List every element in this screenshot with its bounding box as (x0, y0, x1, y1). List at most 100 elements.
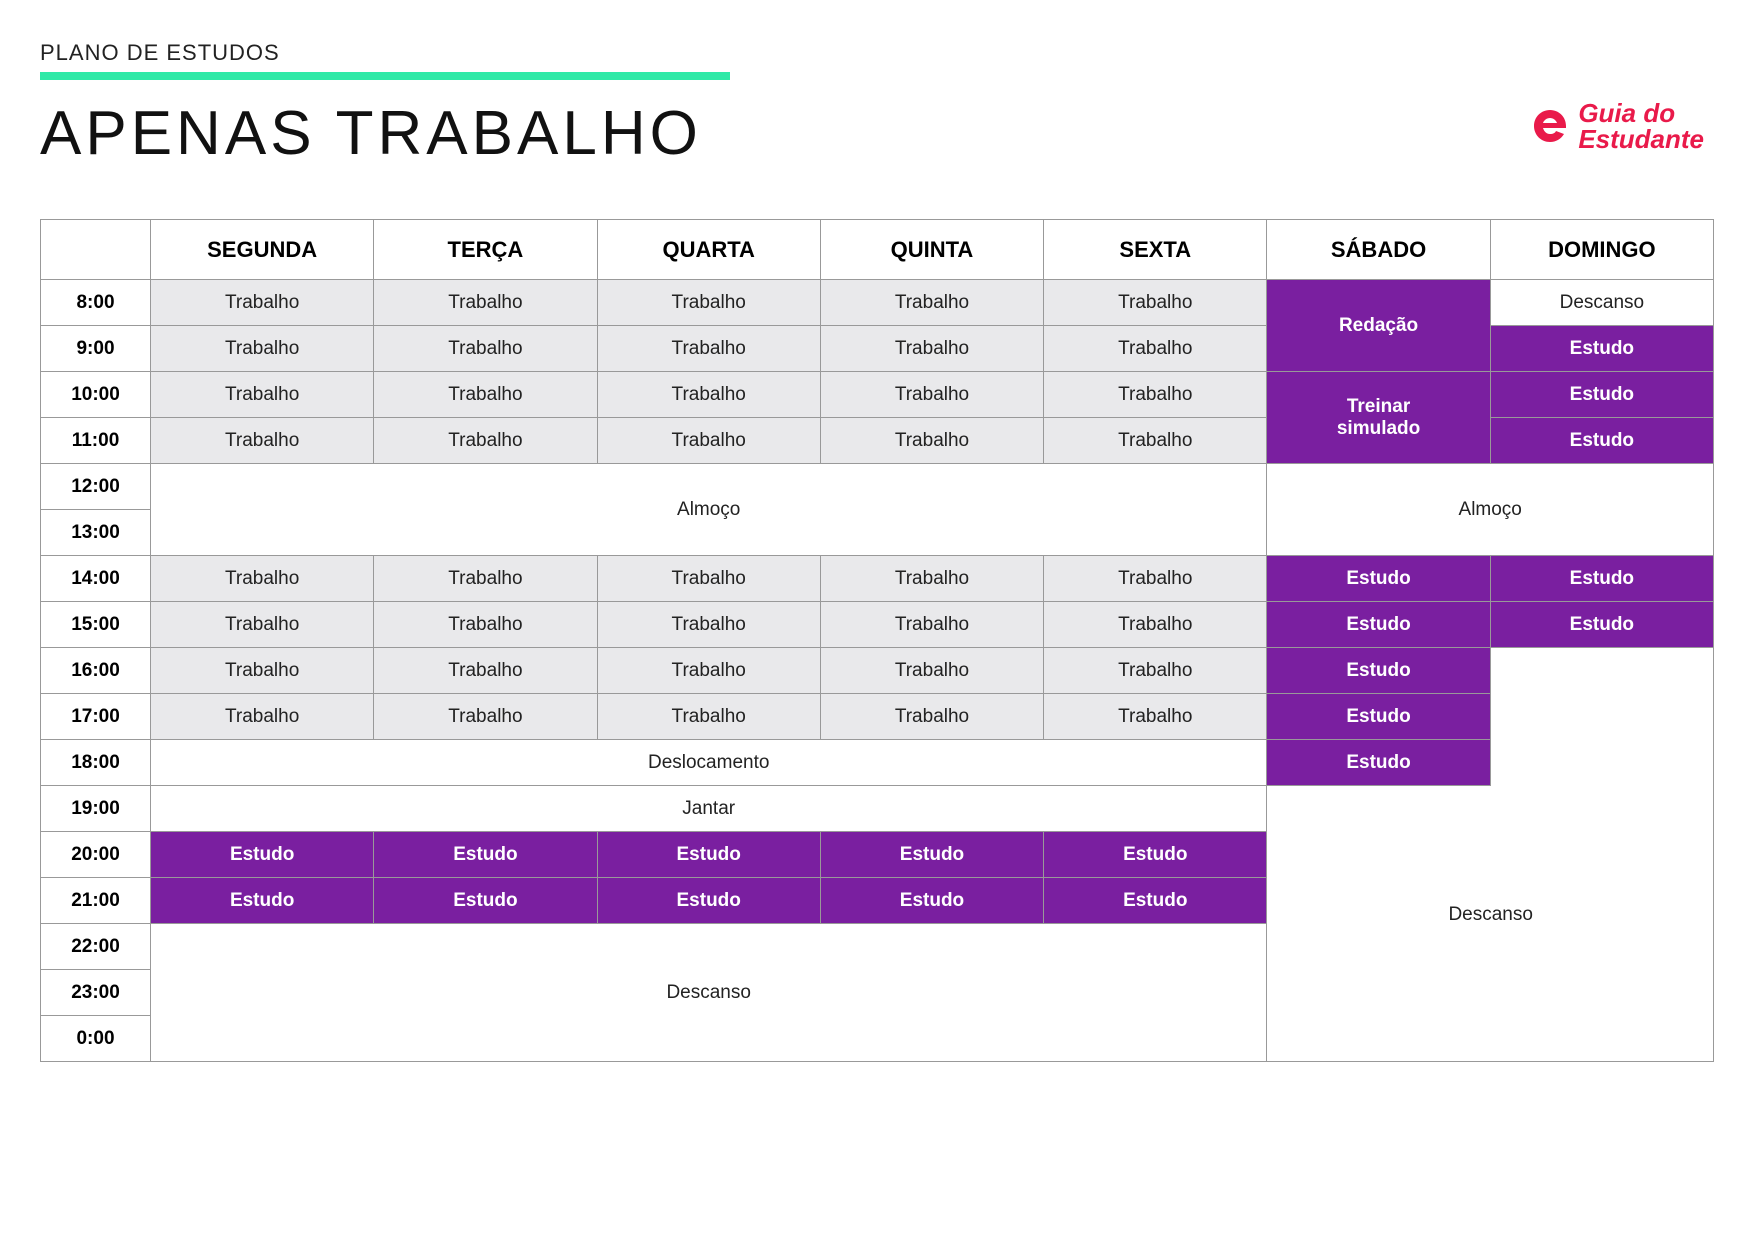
cell-trabalho: Trabalho (820, 556, 1043, 602)
cell-estudo: Estudo (1490, 602, 1713, 648)
header: PLANO DE ESTUDOS APENAS TRABALHO Guia do… (40, 40, 1714, 169)
logo-text-line1: Guia do (1578, 100, 1704, 126)
cell-trabalho: Trabalho (597, 602, 820, 648)
cell-redacao: Redação (1267, 280, 1490, 372)
time-cell: 12:00 (41, 464, 151, 510)
day-header: TERÇA (374, 220, 597, 280)
page-title: APENAS TRABALHO (40, 98, 1530, 169)
cell-trabalho: Trabalho (374, 648, 597, 694)
cell-estudo: Estudo (1490, 326, 1713, 372)
cell-trabalho: Trabalho (597, 556, 820, 602)
cell-trabalho: Trabalho (1044, 648, 1267, 694)
cell-estudo: Estudo (1267, 556, 1490, 602)
day-header: DOMINGO (1490, 220, 1713, 280)
cell-trabalho: Trabalho (597, 372, 820, 418)
time-cell: 10:00 (41, 372, 151, 418)
cell-almoco: Almoço (151, 464, 1267, 556)
cell-estudo: Estudo (820, 832, 1043, 878)
cell-trabalho: Trabalho (597, 280, 820, 326)
cell-trabalho: Trabalho (597, 648, 820, 694)
cell-trabalho: Trabalho (597, 326, 820, 372)
time-cell: 16:00 (41, 648, 151, 694)
time-cell: 0:00 (41, 1016, 151, 1062)
cell-trabalho: Trabalho (1044, 694, 1267, 740)
time-cell: 13:00 (41, 510, 151, 556)
cell-trabalho: Trabalho (151, 372, 374, 418)
cell-jantar: Jantar (151, 786, 1267, 832)
cell-estudo: Estudo (1490, 372, 1713, 418)
cell-estudo: Estudo (151, 832, 374, 878)
cell-descanso-big: Descanso (1490, 648, 1713, 1062)
cell-trabalho: Trabalho (151, 602, 374, 648)
table-row: 15:00 Trabalho Trabalho Trabalho Trabalh… (41, 602, 1714, 648)
day-header: SEXTA (1044, 220, 1267, 280)
cell-almoco: Almoço (1267, 464, 1714, 556)
header-row: SEGUNDA TERÇA QUARTA QUINTA SEXTA SÁBADO… (41, 220, 1714, 280)
time-cell: 20:00 (41, 832, 151, 878)
cell-trabalho: Trabalho (374, 694, 597, 740)
time-cell: 22:00 (41, 924, 151, 970)
time-cell: 23:00 (41, 970, 151, 1016)
cell-estudo: Estudo (1267, 694, 1490, 740)
corner-cell (41, 220, 151, 280)
cell-trabalho: Trabalho (151, 280, 374, 326)
cell-trabalho: Trabalho (151, 326, 374, 372)
cell-trabalho: Trabalho (374, 280, 597, 326)
time-cell: 11:00 (41, 418, 151, 464)
cell-trabalho: Trabalho (820, 602, 1043, 648)
cell-trabalho: Trabalho (151, 556, 374, 602)
logo-text-line2: Estudante (1578, 126, 1704, 152)
cell-trabalho: Trabalho (151, 418, 374, 464)
cell-trabalho: Trabalho (820, 280, 1043, 326)
cell-treinar-simulado: Treinarsimulado (1267, 372, 1490, 464)
cell-deslocamento: Deslocamento (151, 740, 1267, 786)
cell-estudo: Estudo (597, 832, 820, 878)
table-row: 16:00 Trabalho Trabalho Trabalho Trabalh… (41, 648, 1714, 694)
table-row: 8:00 Trabalho Trabalho Trabalho Trabalho… (41, 280, 1714, 326)
cell-estudo: Estudo (1490, 556, 1713, 602)
cell-estudo: Estudo (1267, 602, 1490, 648)
cell-descanso-weekday: Descanso (151, 924, 1267, 1062)
time-cell: 21:00 (41, 878, 151, 924)
header-left: PLANO DE ESTUDOS APENAS TRABALHO (40, 40, 1530, 169)
subtitle: PLANO DE ESTUDOS (40, 40, 1530, 66)
accent-bar (40, 72, 730, 80)
table-row: 19:00 Jantar (41, 786, 1714, 832)
cell-descanso: Descanso (1490, 280, 1713, 326)
cell-trabalho: Trabalho (597, 418, 820, 464)
cell-estudo: Estudo (374, 832, 597, 878)
time-cell: 17:00 (41, 694, 151, 740)
table-row: 14:00 Trabalho Trabalho Trabalho Trabalh… (41, 556, 1714, 602)
cell-estudo: Estudo (1044, 878, 1267, 924)
day-header: QUINTA (820, 220, 1043, 280)
logo: Guia do Estudante (1530, 100, 1704, 152)
cell-trabalho: Trabalho (374, 326, 597, 372)
table-row: 17:00 Trabalho Trabalho Trabalho Trabalh… (41, 694, 1714, 740)
time-cell: 9:00 (41, 326, 151, 372)
time-cell: 14:00 (41, 556, 151, 602)
cell-trabalho: Trabalho (374, 372, 597, 418)
cell-estudo: Estudo (1490, 418, 1713, 464)
cell-trabalho: Trabalho (597, 694, 820, 740)
cell-estudo: Estudo (151, 878, 374, 924)
cell-trabalho: Trabalho (374, 418, 597, 464)
day-header: SÁBADO (1267, 220, 1490, 280)
cell-trabalho: Trabalho (151, 648, 374, 694)
cell-trabalho: Trabalho (1044, 602, 1267, 648)
cell-trabalho: Trabalho (151, 694, 374, 740)
cell-trabalho: Trabalho (820, 418, 1043, 464)
cell-trabalho: Trabalho (820, 372, 1043, 418)
logo-e-icon (1530, 106, 1570, 146)
cell-trabalho: Trabalho (1044, 372, 1267, 418)
cell-estudo: Estudo (820, 878, 1043, 924)
cell-estudo: Estudo (1044, 832, 1267, 878)
cell-estudo: Estudo (1267, 648, 1490, 694)
table-row: 18:00 Deslocamento Estudo (41, 740, 1714, 786)
table-row: 12:00 Almoço Almoço (41, 464, 1714, 510)
time-cell: 18:00 (41, 740, 151, 786)
day-header: SEGUNDA (151, 220, 374, 280)
cell-trabalho: Trabalho (820, 326, 1043, 372)
cell-trabalho: Trabalho (1044, 418, 1267, 464)
cell-trabalho: Trabalho (1044, 326, 1267, 372)
cell-trabalho: Trabalho (374, 602, 597, 648)
